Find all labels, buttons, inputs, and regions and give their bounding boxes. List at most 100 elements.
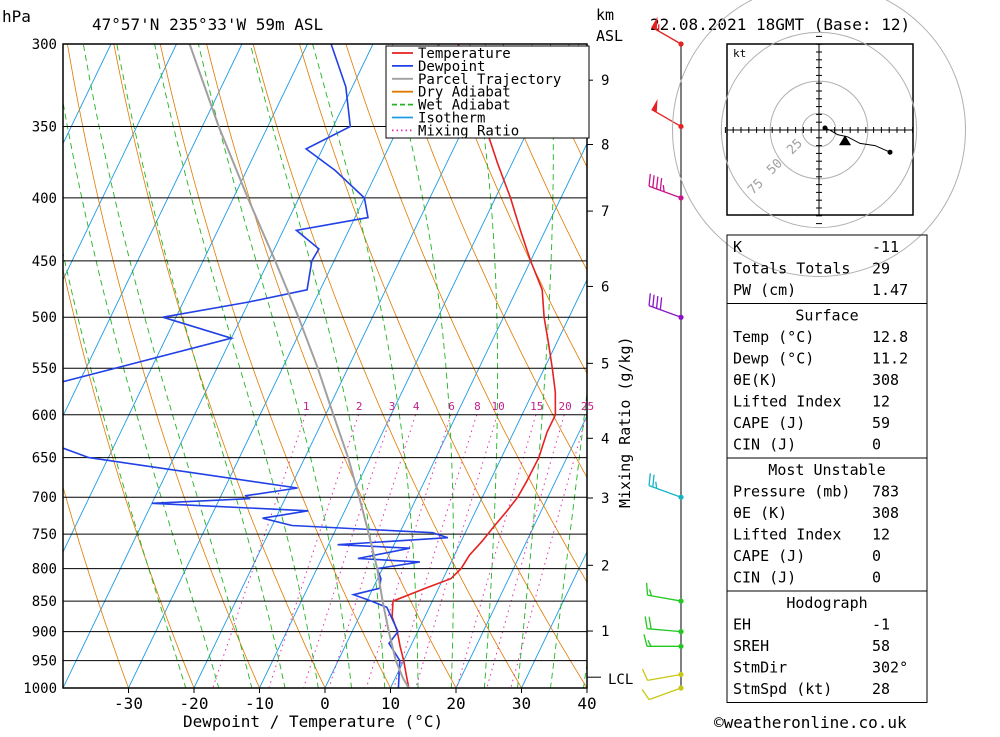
x-tick-label: 40 bbox=[577, 694, 596, 713]
index-label: CIN (J) bbox=[733, 436, 796, 454]
index-label: θE(K) bbox=[733, 371, 778, 389]
mixing-ratio-label: 15 bbox=[530, 400, 543, 413]
mixing-ratio-label: 25 bbox=[581, 400, 594, 413]
wind-barb-staff bbox=[647, 629, 681, 632]
pressure-tick-label: 700 bbox=[32, 490, 57, 506]
dry-adiabat-line bbox=[152, 7, 396, 699]
wind-barb-feather bbox=[660, 297, 661, 309]
sounding-series bbox=[0, 44, 555, 688]
index-value: 58 bbox=[872, 637, 890, 655]
km-tick-label: 2 bbox=[601, 558, 609, 574]
pressure-tick-label: 300 bbox=[32, 37, 57, 53]
index-label: Pressure (mb) bbox=[733, 483, 850, 501]
wet-adiabat-line bbox=[110, 7, 287, 699]
isotherm-line bbox=[325, 44, 635, 688]
temperature-line bbox=[392, 44, 555, 688]
wet-adiabat-line bbox=[241, 7, 385, 699]
x-tick-label: 0 bbox=[320, 694, 330, 713]
wind-barb-staff bbox=[649, 186, 681, 198]
index-value: -11 bbox=[872, 238, 899, 256]
mixing-ratio-label: 1 bbox=[303, 400, 310, 413]
mixing-ratio-line bbox=[213, 415, 306, 688]
km-tick-label: 8 bbox=[601, 137, 609, 153]
wind-barb-feather bbox=[642, 669, 647, 680]
x-tick-label: 30 bbox=[512, 694, 531, 713]
hodograph-unit-label: kt bbox=[733, 47, 746, 60]
index-label: θE (K) bbox=[733, 504, 787, 522]
mixing-ratio-line bbox=[366, 415, 450, 688]
pressure-tick-label: 450 bbox=[32, 254, 57, 270]
wind-barb-feather bbox=[647, 583, 648, 595]
km-tick-label: 4 bbox=[601, 431, 609, 447]
pressure-tick-label: 850 bbox=[32, 594, 57, 610]
lcl-label: LCL bbox=[608, 672, 633, 688]
most-unstable-indices-title: Most Unstable bbox=[768, 461, 885, 479]
wind-barb-feather bbox=[660, 178, 661, 190]
pressure-tick-label: 800 bbox=[32, 562, 57, 578]
index-value: 308 bbox=[872, 371, 899, 389]
wind-barb-feather bbox=[657, 177, 658, 189]
wind-barb-feather bbox=[653, 475, 654, 487]
index-label: StmDir bbox=[733, 659, 787, 677]
wind-barb-staff bbox=[649, 688, 681, 700]
index-label: CIN (J) bbox=[733, 569, 796, 587]
dry-adiabat-line bbox=[107, 7, 330, 699]
index-label: PW (cm) bbox=[733, 281, 796, 299]
pressure-tick-label: 400 bbox=[32, 191, 57, 207]
wind-barb-feather bbox=[653, 295, 654, 307]
isotherm-line bbox=[194, 44, 504, 688]
mixing-ratio-label: 8 bbox=[474, 400, 481, 413]
pressure-unit-label: hPa bbox=[2, 7, 31, 26]
surface-indices-title: Surface bbox=[795, 307, 858, 325]
wind-barb-feather bbox=[653, 175, 654, 187]
wind-barb-feather bbox=[649, 617, 651, 629]
index-value: 11.2 bbox=[872, 350, 908, 368]
isotherm-line bbox=[63, 44, 373, 688]
wind-barb-feather bbox=[656, 482, 657, 489]
pressure-tick-label: 350 bbox=[32, 119, 57, 135]
index-label: SREH bbox=[733, 637, 769, 655]
x-tick-label: 20 bbox=[446, 694, 465, 713]
wind-barb-staff bbox=[649, 306, 681, 318]
index-value: 308 bbox=[872, 504, 899, 522]
mixing-ratio-axis-label: Mixing Ratio (g/kg) bbox=[616, 336, 634, 508]
mixing-ratio-label: 4 bbox=[413, 400, 420, 413]
mixing-ratio-label: 10 bbox=[491, 400, 504, 413]
index-value: 0 bbox=[872, 569, 881, 587]
index-label: K bbox=[733, 238, 742, 256]
x-tick-label: -30 bbox=[114, 694, 143, 713]
index-value: 12.8 bbox=[872, 328, 908, 346]
dry-adiabat-line bbox=[0, 7, 132, 699]
wet-adiabat-line bbox=[77, 7, 254, 699]
pressure-tick-label: 1000 bbox=[23, 681, 57, 697]
index-label: StmSpd (kt) bbox=[733, 680, 832, 698]
wind-barb-feather bbox=[657, 296, 658, 308]
mixing-ratio-line bbox=[394, 415, 477, 688]
wind-barb-feather bbox=[650, 589, 652, 595]
wind-barb-feather bbox=[649, 293, 650, 305]
dry-adiabat-line bbox=[61, 7, 264, 699]
mixing-ratio-label: 3 bbox=[389, 400, 396, 413]
km-tick-label: 7 bbox=[601, 204, 609, 220]
x-axis-label: Dewpoint / Temperature (°C) bbox=[183, 712, 443, 731]
wind-barb-staff bbox=[649, 486, 681, 498]
wind-barb-feather bbox=[649, 174, 650, 186]
pressure-tick-label: 650 bbox=[32, 451, 57, 467]
isotherm-line bbox=[456, 44, 766, 688]
wind-barb-feather bbox=[644, 634, 647, 646]
index-value: 0 bbox=[872, 436, 881, 454]
index-label: EH bbox=[733, 616, 751, 634]
location-title: 47°57'N 235°33'W 59m ASL bbox=[92, 15, 323, 34]
datetime-title: 22.08.2021 18GMT (Base: 12) bbox=[650, 15, 910, 34]
index-label: Dewp (°C) bbox=[733, 350, 814, 368]
index-value: 29 bbox=[872, 260, 890, 278]
asl-label: ASL bbox=[596, 27, 623, 45]
hodograph-end-dot bbox=[888, 150, 893, 155]
pressure-tick-label: 950 bbox=[32, 654, 57, 670]
mixing-ratio-label: 6 bbox=[448, 400, 455, 413]
index-label: CAPE (J) bbox=[733, 414, 805, 432]
index-label: Lifted Index bbox=[733, 526, 841, 544]
mixing-ratio-label: 20 bbox=[558, 400, 571, 413]
